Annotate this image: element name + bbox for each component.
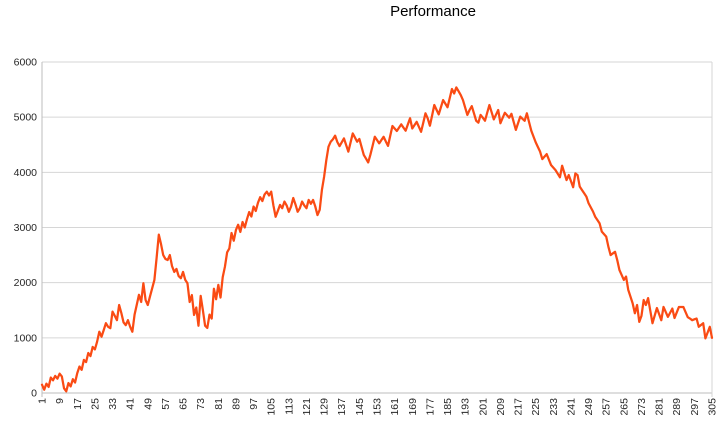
x-tick-label: 153: [372, 398, 384, 416]
x-tick-label: 65: [178, 398, 190, 410]
x-tick-label: 217: [513, 398, 525, 416]
x-tick-label: 137: [336, 398, 348, 416]
x-tick-label: 201: [477, 398, 489, 416]
x-tick-label: 41: [125, 398, 137, 410]
y-tick-label: 1000: [14, 332, 38, 344]
x-tick-label: 281: [654, 398, 666, 416]
x-tick-label: 89: [230, 398, 242, 410]
x-tick-label: 297: [689, 398, 701, 416]
x-tick-label: 33: [107, 398, 119, 410]
x-tick-label: 9: [54, 398, 66, 404]
x-tick-label: 1: [37, 398, 49, 404]
x-tick-label: 97: [248, 398, 260, 410]
x-tick-label: 113: [283, 398, 295, 415]
x-tick-label: 225: [530, 398, 542, 416]
x-tick-label: 233: [548, 398, 560, 416]
x-tick-label: 121: [301, 398, 313, 416]
x-tick-label: 73: [195, 398, 207, 410]
x-tick-label: 169: [407, 398, 419, 416]
x-tick-label: 17: [72, 398, 84, 410]
x-tick-label: 145: [354, 398, 366, 416]
x-tick-label: 57: [160, 398, 172, 410]
x-tick-label: 249: [583, 398, 595, 416]
chart-title: Performance: [390, 3, 476, 20]
y-tick-label: 5000: [14, 112, 38, 124]
y-tick-label: 6000: [14, 57, 38, 69]
x-tick-label: 289: [671, 398, 683, 416]
x-tick-label: 25: [89, 398, 101, 410]
x-tick-label: 105: [266, 398, 278, 416]
x-tick-label: 257: [601, 398, 613, 416]
x-tick-label: 305: [707, 398, 719, 416]
y-tick-label: 0: [31, 388, 37, 400]
y-tick-label: 4000: [14, 167, 38, 179]
x-tick-label: 241: [565, 398, 577, 416]
x-tick-label: 273: [636, 398, 648, 416]
x-tick-label: 177: [424, 398, 436, 416]
x-tick-label: 193: [460, 398, 472, 416]
x-tick-label: 265: [618, 398, 630, 416]
x-tick-label: 161: [389, 398, 401, 416]
x-tick-label: 49: [142, 398, 154, 410]
x-tick-label: 209: [495, 398, 507, 416]
x-tick-label: 81: [213, 398, 225, 410]
x-tick-label: 185: [442, 398, 454, 416]
series-line-performance: [40, 86, 714, 393]
y-tick-label: 3000: [14, 222, 38, 234]
x-tick-label: 129: [319, 398, 331, 416]
y-tick-label: 2000: [14, 277, 38, 289]
